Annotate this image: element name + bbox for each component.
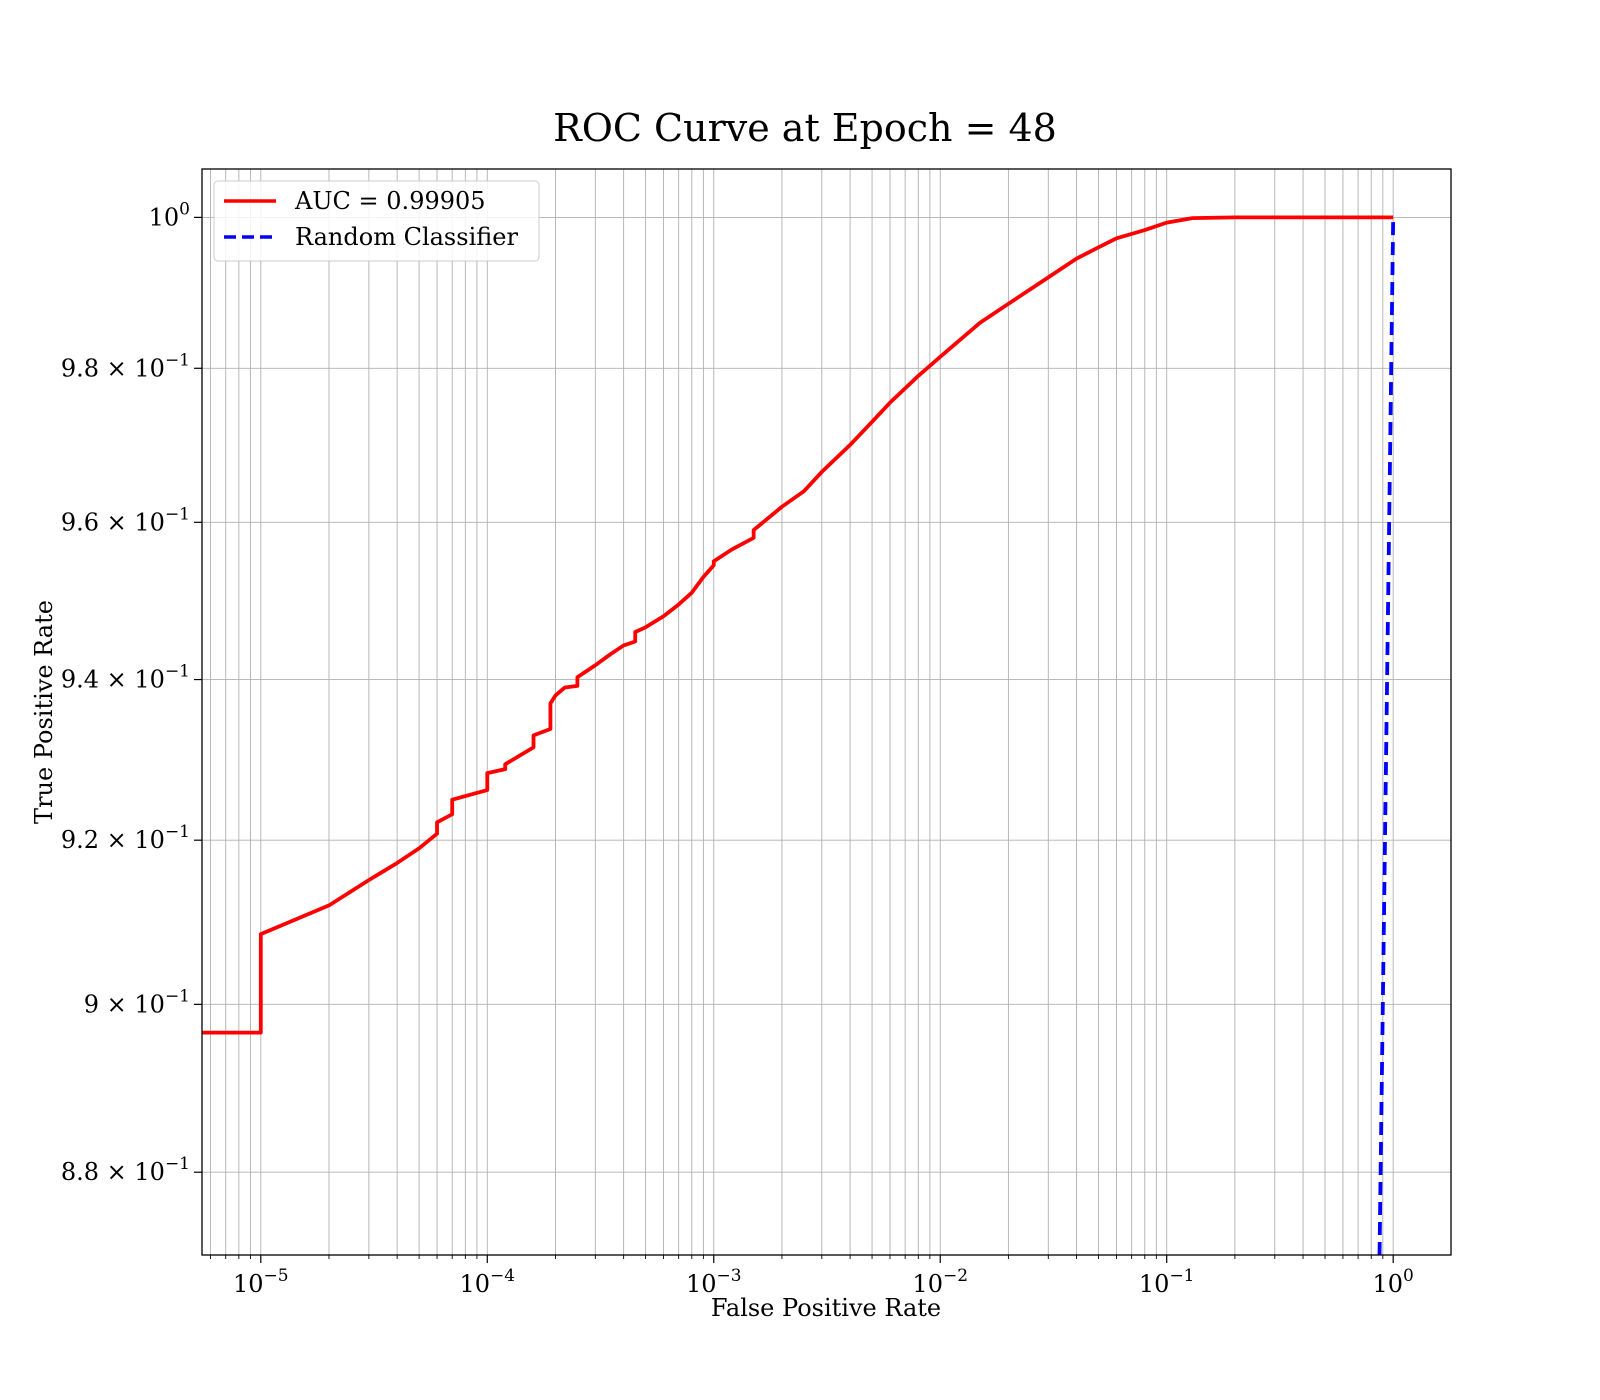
y-tick-label: 9 × 10−1: [84, 986, 190, 1018]
y-axis-ticks: 100 9.8 × 10−1 9.6 × 10−1 9.4 × 10−1 9.2 × 1…: [61, 199, 202, 1186]
x-tick-label: 10−1: [1139, 1266, 1195, 1298]
legend: AUC = 0.99905 Random Classifier: [213, 180, 540, 262]
legend-label-auc: AUC = 0.99905: [294, 187, 486, 215]
y-tick-label: 9.6 × 10−1: [61, 504, 190, 536]
x-tick-label: 100: [1372, 1266, 1413, 1298]
x-tick-label: 10−4: [459, 1266, 515, 1298]
random-classifier-line: [1377, 217, 1396, 1256]
legend-label-random: Random Classifier: [295, 223, 518, 251]
x-axis-label: False Positive Rate: [711, 1294, 941, 1322]
y-tick-label: 8.8 × 10−1: [61, 1154, 190, 1186]
y-axis-label: True Positive Rate: [30, 600, 58, 824]
series-layer: [202, 215, 1396, 1256]
grid: [202, 169, 1451, 1255]
x-axis-ticks: 10−5 10−4 10−3 10−2 10−1 100: [210, 1255, 1414, 1298]
x-tick-label: 10−5: [233, 1266, 289, 1298]
chart-title: ROC Curve at Epoch = 48: [553, 106, 1057, 150]
roc-curve-line: [202, 215, 1394, 1035]
legend-box: [213, 180, 540, 262]
y-tick-label: 9.2 × 10−1: [61, 822, 190, 854]
y-tick-label: 9.8 × 10−1: [61, 350, 190, 382]
y-tick-label: 100: [149, 199, 190, 231]
y-tick-label: 9.4 × 10−1: [61, 662, 190, 694]
plot-frame: [201, 168, 1452, 1256]
